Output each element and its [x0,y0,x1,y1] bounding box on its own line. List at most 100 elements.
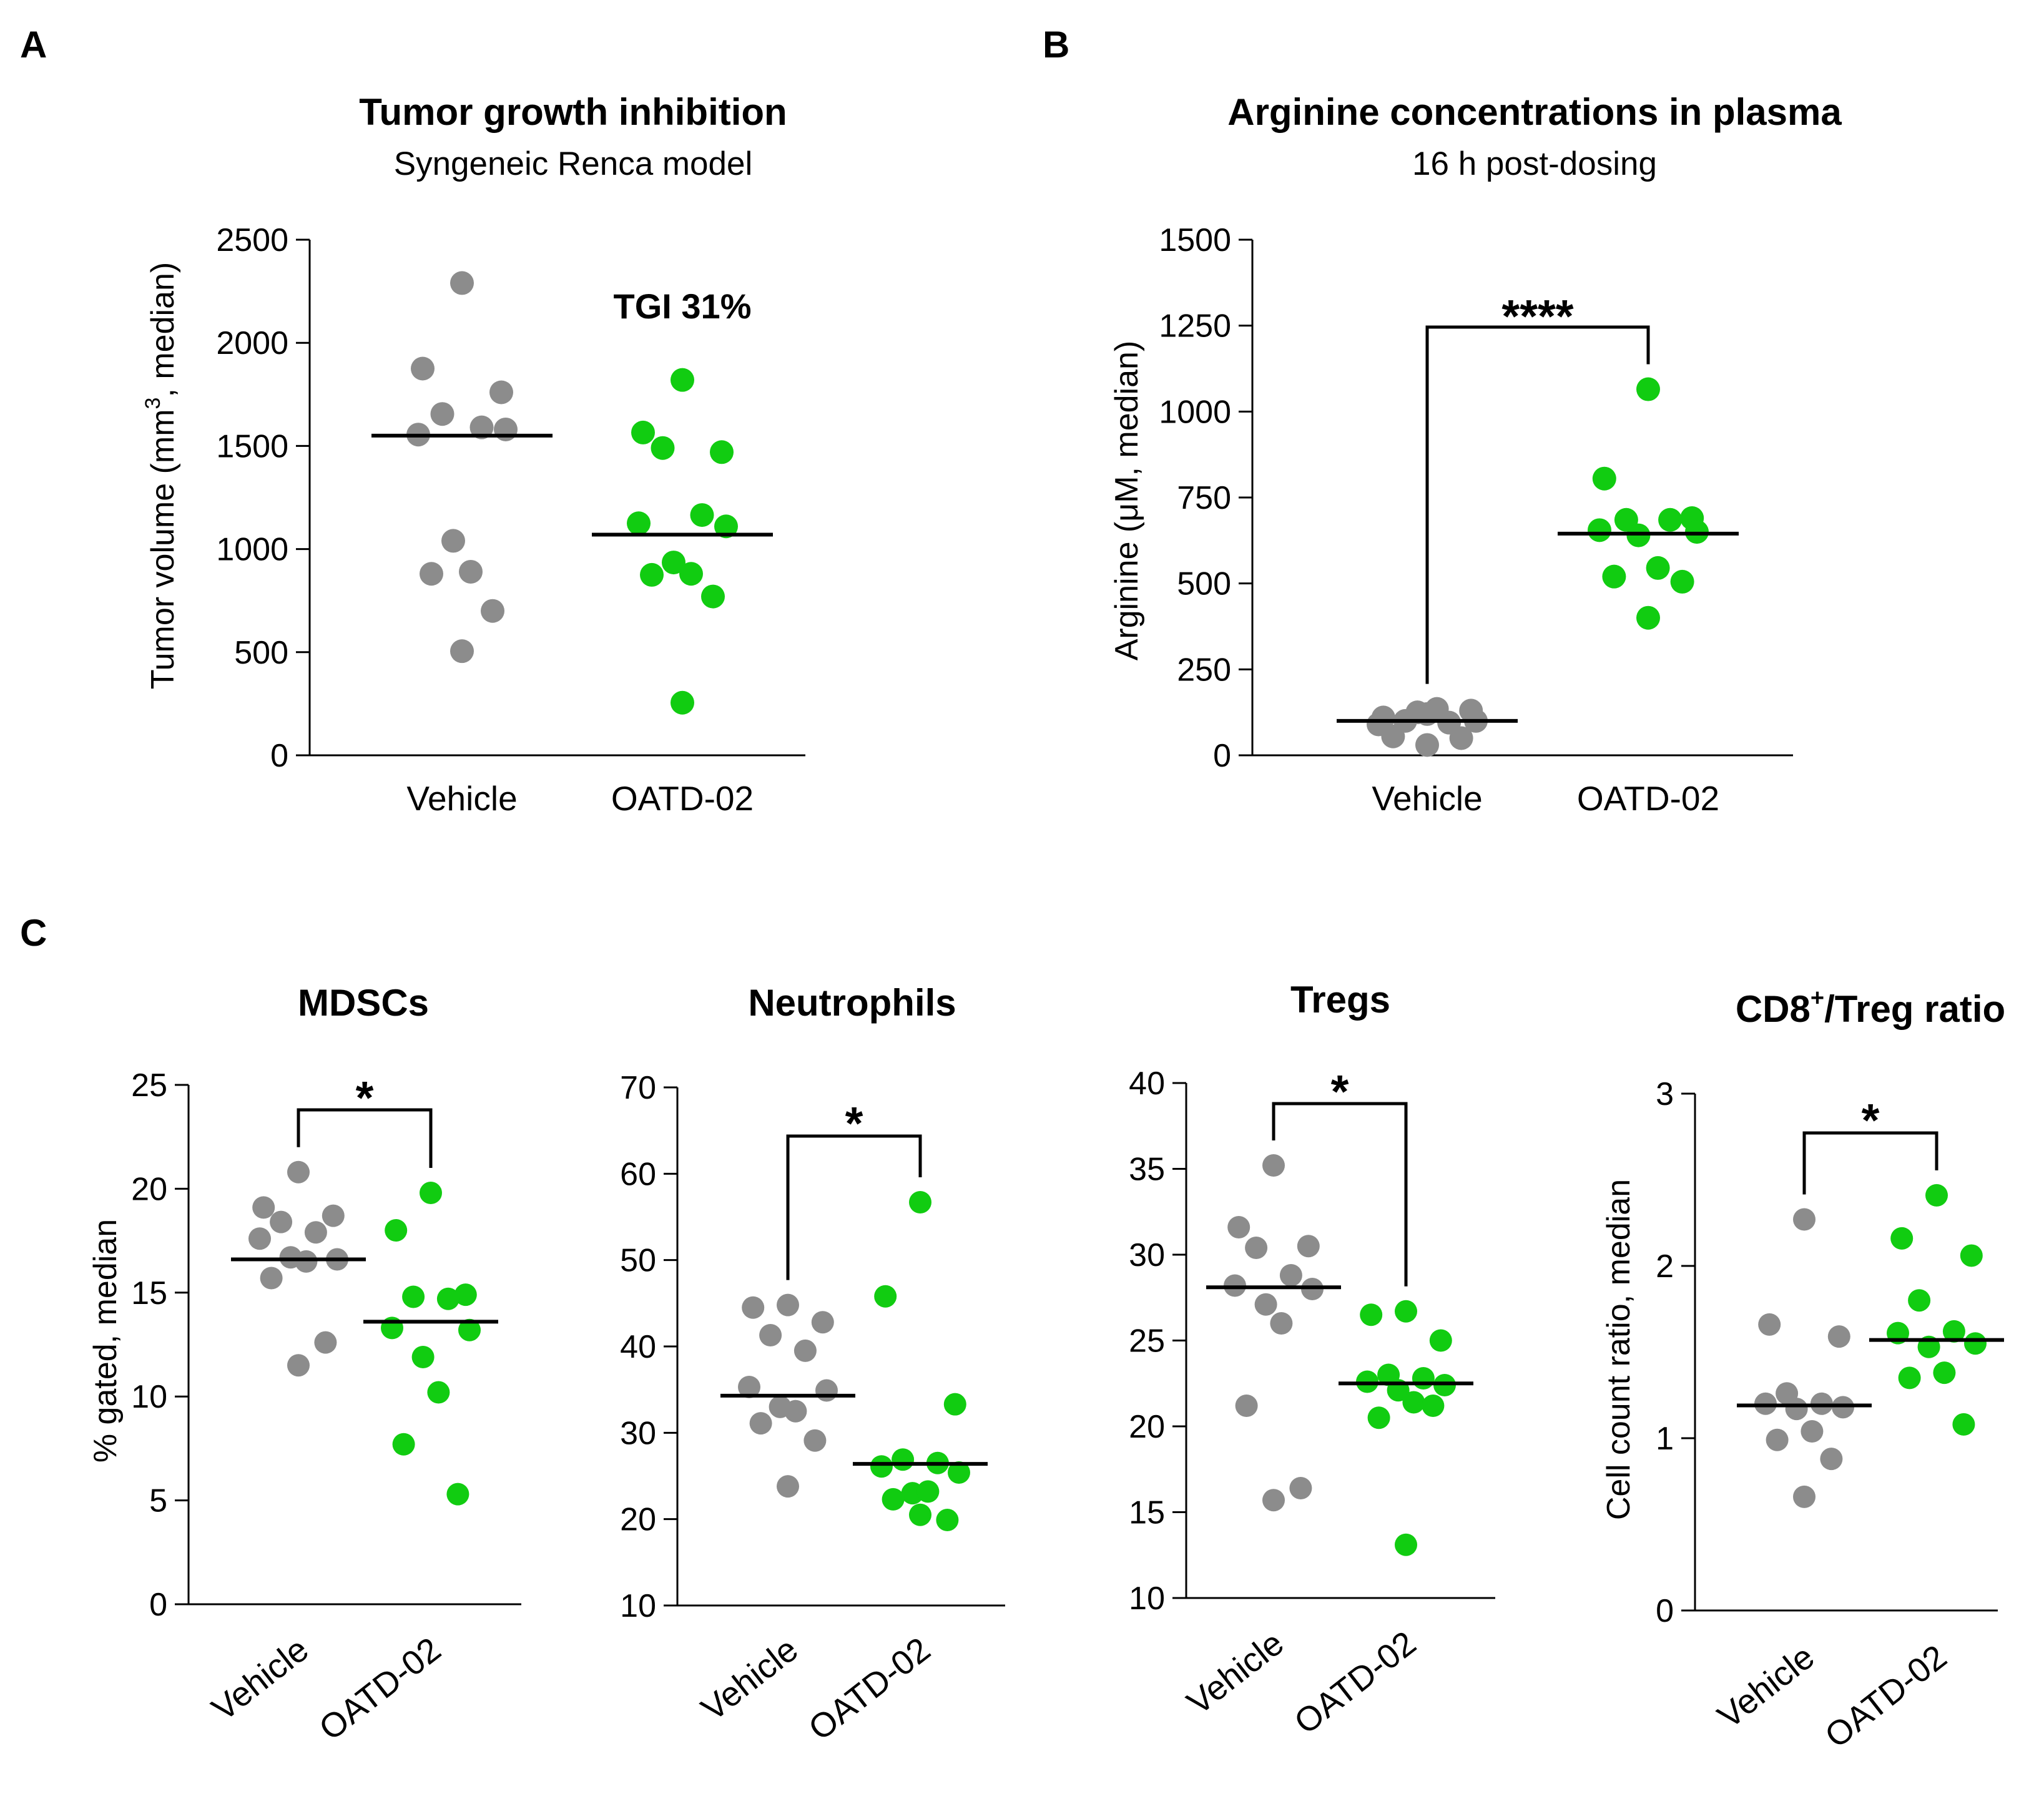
y-tick-label: 1250 [1159,308,1231,345]
treated-point [627,511,651,536]
vehicle-point [1254,1293,1277,1316]
x-category-label: Vehicle [204,1630,315,1728]
y-tick-label: 500 [1177,566,1231,602]
treated-point [710,440,734,464]
treated-point [1588,518,1611,542]
significance-stars: * [1331,1066,1349,1117]
significance-bracket [297,1108,433,1169]
vehicle-point [270,1210,293,1233]
vehicle-point [1785,1398,1808,1421]
y-tick-label: 1500 [216,428,288,464]
vehicle-point [469,415,494,439]
treated-point [1898,1366,1921,1390]
treated-point [1952,1413,1975,1436]
treated-point [454,1283,477,1306]
treated-point [714,514,738,539]
panel-label-b: B [1043,24,1069,66]
vehicle-point [749,1412,772,1435]
y-tick-label: 60 [620,1156,656,1192]
treated-point [909,1190,931,1213]
vehicle-point [287,1160,310,1184]
chart-title: Tumor growth inhibition [359,91,787,133]
y-axis-label: Arginine (μM, median) [1109,341,1145,661]
significance-stars: * [845,1097,863,1149]
treated-point [436,1287,459,1310]
y-tick-label: 2 [1656,1248,1674,1285]
vehicle-point [1262,1154,1285,1177]
y-tick-label: 20 [1129,1409,1165,1445]
plot-area: 0 250 500 750 1000 1250 1500 Vehicle OATD-02 **** [1159,222,1793,818]
treated-point [671,690,694,715]
treated-point [1592,466,1616,491]
tgi-annotation: TGI 31% [614,287,752,326]
treated-point [1670,569,1694,594]
vehicle-point [420,562,443,586]
treated-point [1367,1406,1390,1429]
vehicle-point [1297,1235,1320,1258]
y-tick-label: 0 [149,1587,167,1623]
vehicle-point [742,1296,765,1319]
x-category-label: Vehicle [406,779,517,818]
vehicle-point [784,1399,807,1423]
treated-point [420,1182,442,1205]
treated-point [701,584,725,609]
treated-point [1925,1184,1948,1207]
vehicle-point [1793,1485,1816,1508]
vehicle-point [450,639,474,664]
chart-arginine-plasma: Arginine concentrations in plasma 16 h p… [1109,91,1842,818]
y-axis-label-tail: , median) [145,262,181,398]
treated-point [1658,507,1683,532]
treated-point [458,1318,481,1341]
vehicle-point [1827,1325,1850,1348]
vehicle-point [777,1475,799,1498]
significance-stars: * [1862,1094,1880,1146]
y-tick-label: 750 [1177,480,1231,516]
vehicle-point [1820,1448,1843,1471]
chart-neutrophils: Neutrophils 10 20 30 40 50 60 70 VehicleOATD-02… [620,982,1005,1748]
y-tick-label: 10 [620,1588,656,1624]
treated-point [948,1461,970,1484]
y-tick-label: 3 [1656,1076,1674,1112]
vehicle-point [322,1204,345,1227]
treated-point [1964,1332,1987,1355]
treated-point [662,551,685,575]
vehicle-point [252,1196,275,1219]
vehicle-point [450,271,474,295]
y-tick-label: 35 [1129,1152,1165,1188]
chart-subtitle: Syngeneic Renca model [394,145,753,182]
vehicle-point [738,1376,760,1399]
vehicle-point [260,1267,283,1290]
y-tick-label: 25 [1129,1323,1165,1360]
significance-bracket [1802,1131,1938,1195]
treated-point [1908,1289,1931,1312]
treated-point [1602,564,1626,589]
treated-point [1412,1367,1435,1390]
y-axis-label: Tumor volume (mm3, median) [141,262,181,689]
vehicle-point [295,1250,318,1273]
chart-mdscs: MDSCs % gated, median 0 5 10 15 20 25 VehicleO… [87,982,521,1748]
y-tick-label: 40 [620,1329,656,1365]
treated-point [1890,1227,1914,1250]
y-tick-label: 15 [1129,1495,1165,1531]
vehicle-point [1227,1216,1250,1238]
chart-title-tail: /Treg ratio [1824,988,2005,1030]
vehicle-point [777,1293,799,1316]
treated-point [385,1218,408,1242]
chart-tumor-growth: Tumor growth inhibition Syngeneic Renca … [141,91,805,818]
x-category-label: OATD-02 [801,1630,937,1748]
vehicle-point [1245,1237,1268,1259]
x-category-label: OATD-02 [1577,779,1719,818]
treated-point [936,1509,959,1532]
y-axis-label: Cell count ratio, median [1601,1179,1637,1520]
treated-point [651,436,675,460]
treated-point [870,1455,893,1478]
treated-point [1636,605,1660,630]
treated-point [882,1488,905,1511]
vehicle-point [1279,1264,1302,1287]
treated-point [1942,1320,1965,1343]
y-tick-label: 70 [620,1070,656,1106]
vehicle-point [1425,697,1449,721]
